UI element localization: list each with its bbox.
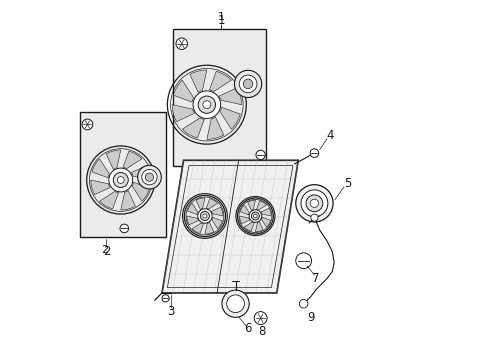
Text: 1: 1 [217,12,224,22]
Circle shape [197,209,212,223]
Circle shape [113,172,128,188]
Circle shape [251,212,259,220]
Circle shape [222,290,249,318]
Text: 5: 5 [343,177,350,190]
Circle shape [176,38,187,49]
Polygon shape [255,222,263,232]
Polygon shape [206,199,217,209]
Circle shape [203,214,206,218]
Polygon shape [92,159,109,178]
Polygon shape [220,107,240,129]
Polygon shape [100,192,118,209]
Text: 4: 4 [326,129,334,142]
Polygon shape [131,165,150,180]
Circle shape [203,101,210,109]
Circle shape [310,199,318,207]
Circle shape [193,91,220,118]
Polygon shape [173,80,193,102]
Circle shape [109,168,132,192]
Circle shape [145,173,153,181]
Polygon shape [209,71,231,91]
Circle shape [299,300,307,308]
Polygon shape [91,180,110,195]
Circle shape [117,177,124,183]
Polygon shape [196,198,204,210]
Circle shape [253,214,257,218]
Polygon shape [192,223,203,233]
Circle shape [182,194,227,238]
Circle shape [137,165,161,189]
Polygon shape [186,216,198,225]
Polygon shape [261,217,270,227]
Polygon shape [244,222,254,231]
Polygon shape [211,207,223,216]
Polygon shape [162,160,298,293]
Circle shape [254,312,266,324]
Circle shape [120,224,128,233]
Polygon shape [132,182,149,201]
Polygon shape [106,150,121,170]
Circle shape [309,149,318,157]
Circle shape [295,253,311,269]
Circle shape [239,75,256,93]
Polygon shape [261,208,271,216]
Circle shape [295,185,332,222]
Polygon shape [219,88,241,105]
Polygon shape [256,201,266,210]
Polygon shape [123,151,142,168]
Bar [172,30,265,166]
Circle shape [243,79,252,89]
Text: 2: 2 [101,244,108,255]
Circle shape [82,119,93,130]
Circle shape [142,170,157,185]
Polygon shape [239,216,249,224]
Polygon shape [187,203,198,215]
Polygon shape [189,70,206,93]
Circle shape [305,195,322,212]
Circle shape [255,150,265,159]
Polygon shape [240,205,249,215]
Polygon shape [211,217,222,229]
Text: 6: 6 [244,322,251,335]
Text: 3: 3 [167,306,174,319]
Polygon shape [182,118,204,138]
Circle shape [235,197,274,235]
Polygon shape [172,105,194,122]
Text: 7: 7 [312,272,319,285]
Polygon shape [121,190,135,210]
Circle shape [310,214,317,221]
Circle shape [234,70,261,98]
Text: 8: 8 [258,325,265,338]
Text: 1: 1 [217,14,224,27]
Circle shape [162,295,169,302]
Circle shape [248,210,261,222]
Circle shape [200,211,209,221]
Polygon shape [204,222,213,234]
Text: 9: 9 [306,311,314,324]
Polygon shape [206,117,224,139]
Bar [80,112,165,237]
Text: 2: 2 [102,244,110,257]
Polygon shape [247,200,255,210]
Circle shape [226,295,244,312]
Circle shape [198,96,215,113]
Circle shape [301,190,327,217]
